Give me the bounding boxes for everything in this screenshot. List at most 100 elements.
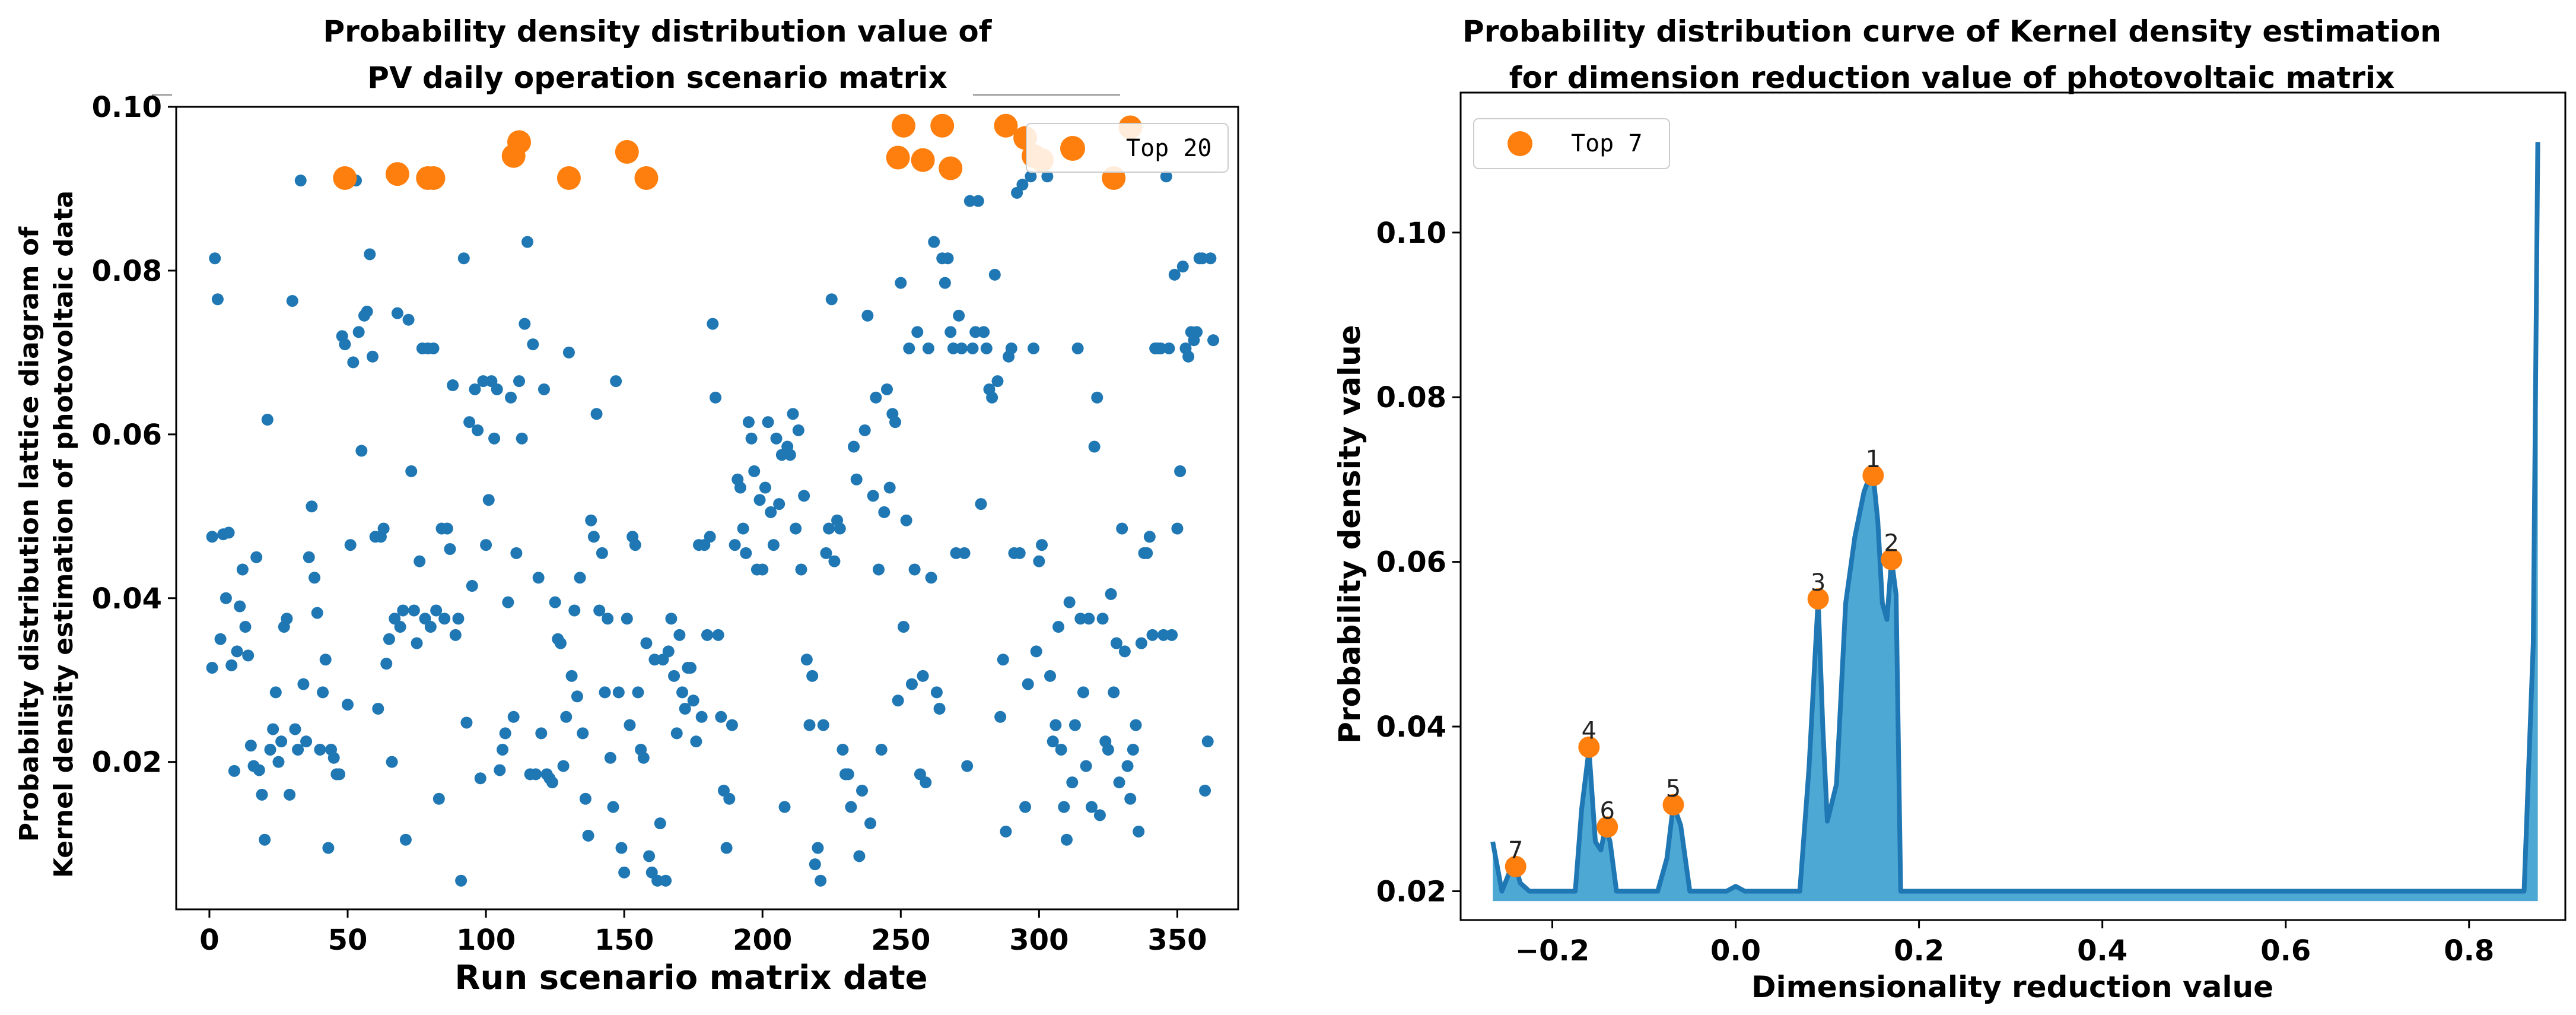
scatter-point (408, 604, 420, 617)
scatter-point (239, 621, 252, 633)
scatter-point (1044, 670, 1057, 682)
scatter-point (1174, 465, 1187, 477)
scatter-point (790, 522, 802, 535)
scatter-point (507, 710, 520, 723)
scatter-point (978, 326, 990, 338)
scatter-point (1108, 686, 1120, 699)
scatter-point (267, 723, 279, 735)
scatter-point (311, 607, 323, 619)
scatter-point (488, 432, 501, 445)
scatter-point (222, 526, 235, 539)
left-xtick-label: 250 (871, 924, 930, 957)
scatter-point (1124, 792, 1137, 805)
scatter-point (275, 735, 288, 748)
scatter-point (1102, 743, 1114, 756)
scatter-point (878, 506, 891, 518)
right-xtick-label: 0.4 (2077, 934, 2127, 968)
left-xtick-label: 150 (594, 924, 654, 957)
scatter-point (828, 555, 841, 567)
scatter-point (402, 313, 415, 326)
top-peak-point (1578, 736, 1600, 758)
scatter-point (1141, 547, 1153, 559)
scatter-point (651, 874, 664, 887)
scatter-point (452, 613, 465, 625)
scatter-point (624, 719, 636, 731)
scatter-point (895, 277, 907, 289)
scatter-point (961, 760, 974, 772)
scatter-point (505, 391, 517, 404)
scatter-point (303, 551, 315, 563)
scatter-point (317, 686, 329, 699)
scatter-point (234, 600, 246, 613)
scatter-point (695, 710, 708, 723)
left-chart-ylabel-line-1: Probability distribution lattice diagram… (14, 226, 44, 842)
scatter-point (842, 768, 854, 781)
right-ytick-label: 0.06 (1376, 546, 1446, 579)
scatter-point (361, 305, 373, 318)
scatter-point (825, 293, 838, 306)
scatter-point (903, 342, 915, 354)
scatter-point (521, 236, 534, 248)
scatter-point (704, 531, 716, 543)
top-peak-point (1862, 464, 1884, 486)
scatter-point (880, 383, 893, 395)
scatter-point (1000, 825, 1012, 838)
scatter-point (281, 613, 293, 625)
left-chart-ticks: 0 50 100 150 200 250 300 350 0.02 0.04 0.06 0.08 0.1… (92, 91, 1207, 957)
scatter-point (499, 727, 511, 740)
left-chart-ylabel-line-2: Kernel density estimation of photovoltai… (49, 191, 79, 878)
scatter-point (720, 842, 733, 854)
scatter-point (991, 375, 1004, 388)
top-peak-point (1662, 794, 1684, 816)
scatter-point (610, 375, 622, 388)
scatter-point (1168, 268, 1181, 281)
scatter-point (562, 346, 575, 359)
scatter-point (209, 252, 221, 265)
scatter-point (469, 383, 481, 395)
scatter-point (510, 547, 523, 559)
scatter-point (244, 740, 257, 752)
scatter-point (925, 572, 937, 584)
scatter-point (765, 506, 777, 518)
scatter-point (355, 445, 368, 457)
scatter-point (640, 637, 653, 649)
scatter-point (707, 318, 719, 330)
scatter-point (643, 850, 656, 862)
scatter-point (853, 850, 866, 862)
scatter-point (560, 710, 573, 723)
scatter-point (377, 522, 390, 535)
scatter-point (1118, 645, 1131, 658)
scatter-point (1016, 179, 1029, 191)
right-chart-xlabel: Dimensionality reduction value (1751, 970, 2273, 1004)
top-scatter-point (911, 148, 935, 172)
scatter-point (787, 408, 799, 420)
left-legend-label: Top 20 (1126, 135, 1212, 162)
scatter-point (767, 539, 780, 551)
scatter-point (394, 621, 406, 633)
scatter-point (405, 465, 418, 477)
top-peak-label: 7 (1508, 837, 1523, 864)
right-chart: Probability distribution curve of Kernel… (1332, 14, 2567, 1004)
scatter-point (474, 772, 486, 785)
scatter-point (673, 629, 686, 641)
scatter-point (585, 514, 597, 526)
scatter-point (577, 727, 589, 740)
scatter-point (778, 801, 791, 813)
scatter-point (386, 756, 398, 768)
scatter-point (892, 694, 904, 707)
scatter-point (770, 432, 783, 445)
scatter-point (1199, 784, 1211, 797)
scatter-point (820, 547, 832, 559)
scatter-point (1028, 342, 1040, 354)
scatter-point (1083, 613, 1095, 625)
scatter-point (1105, 588, 1117, 600)
scatter-point (565, 670, 578, 682)
left-ytick-label: 0.10 (92, 91, 162, 124)
scatter-point (447, 379, 459, 392)
scatter-point (867, 490, 879, 502)
scatter-point (599, 686, 611, 699)
scatter-point (397, 604, 409, 617)
scatter-point (463, 416, 476, 429)
scatter-point (261, 414, 273, 426)
scatter-point (792, 424, 804, 436)
